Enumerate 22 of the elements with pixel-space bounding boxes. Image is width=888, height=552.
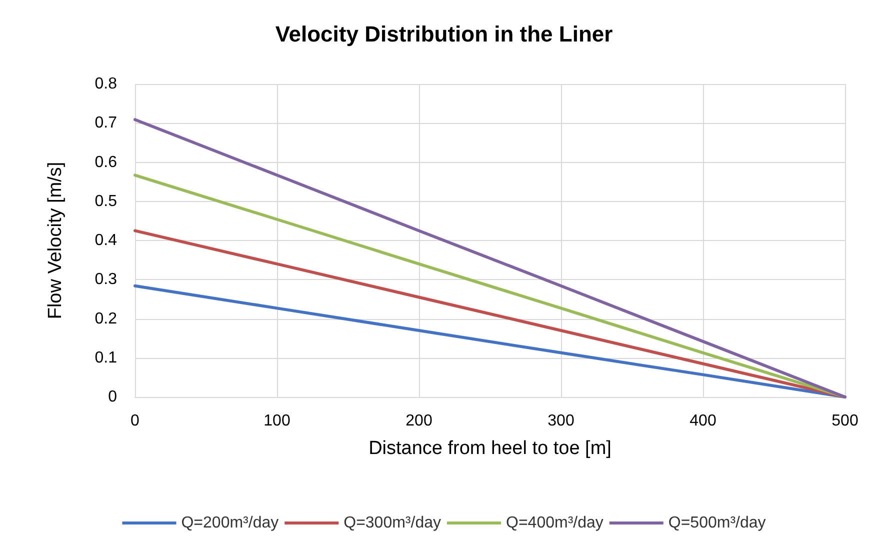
y-tick-label: 0.3 [94, 271, 118, 288]
y-tick-label: 0.6 [94, 154, 118, 171]
y-tick-label: 0.7 [94, 114, 118, 132]
chart-title: Velocity Distribution in the Liner [275, 22, 614, 46]
y-tick-label: 0.8 [94, 76, 118, 92]
y-axis-title: Flow Velocity [m/s] [45, 162, 66, 320]
x-tick-label: 500 [832, 412, 858, 430]
y-tick-label: 0.1 [94, 349, 118, 366]
y-tick-label: 0.4 [94, 232, 118, 249]
x-tick-label: 0 [130, 412, 140, 430]
y-tick-label: 0.2 [94, 310, 118, 328]
legend-label: Q=200m³/day [181, 514, 279, 532]
x-axis-title: Distance from heel to toe [m] [368, 438, 612, 459]
x-tick-label: 200 [406, 412, 432, 430]
x-tick-label: 400 [690, 412, 716, 430]
x-tick-label: 100 [264, 412, 290, 430]
x-tick-label: 300 [548, 412, 574, 430]
legend-label: Q=400m³/day [506, 514, 604, 532]
legend-label: Q=300m³/day [344, 514, 442, 532]
y-tick-label: 0 [108, 388, 118, 406]
y-tick-label: 0.5 [94, 192, 118, 210]
legend-label: Q=500m³/day [668, 514, 766, 532]
